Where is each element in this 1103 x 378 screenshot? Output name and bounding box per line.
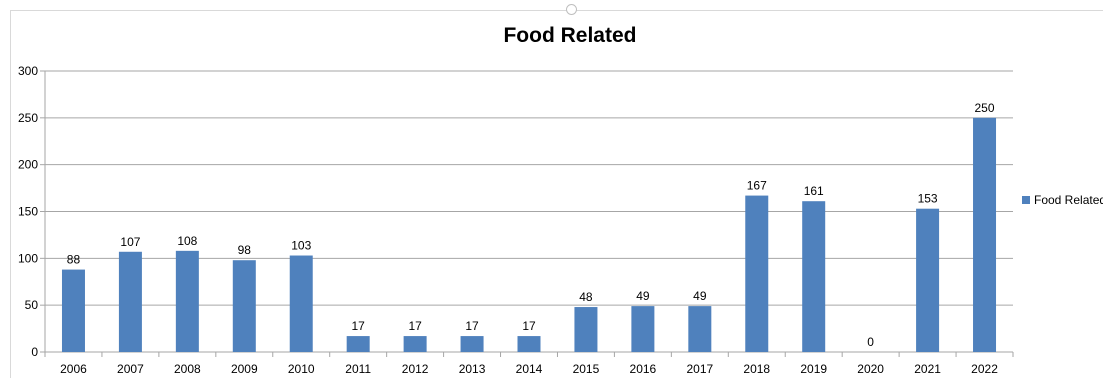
bar — [802, 201, 826, 352]
x-tick-label: 2021 — [914, 362, 941, 376]
x-tick-label: 2007 — [117, 362, 144, 376]
data-label: 250 — [975, 101, 995, 115]
data-label: 48 — [579, 290, 593, 304]
data-label: 17 — [351, 319, 365, 333]
bar — [403, 336, 427, 352]
x-tick-label: 2022 — [971, 362, 998, 376]
x-tick-label: 2009 — [231, 362, 258, 376]
data-label: 153 — [918, 192, 938, 206]
bar — [346, 336, 370, 352]
bar — [745, 195, 769, 352]
x-tick-label: 2006 — [60, 362, 87, 376]
x-tick-label: 2010 — [288, 362, 315, 376]
x-tick-label: 2018 — [743, 362, 770, 376]
bar — [916, 208, 940, 352]
y-tick-label: 250 — [18, 111, 38, 125]
legend-label: Food Related — [1034, 193, 1103, 207]
bar — [631, 306, 655, 352]
bar — [973, 117, 997, 352]
bar — [175, 250, 199, 352]
y-tick-label: 100 — [18, 251, 38, 265]
bar — [61, 269, 85, 352]
data-label: 161 — [804, 184, 824, 198]
data-label: 108 — [177, 234, 197, 248]
data-label: 17 — [522, 319, 536, 333]
x-tick-label: 2020 — [857, 362, 884, 376]
x-tick-label: 2015 — [573, 362, 600, 376]
x-tick-label: 2017 — [686, 362, 713, 376]
bar — [688, 306, 712, 352]
x-tick-label: 2014 — [516, 362, 543, 376]
x-tick-label: 2019 — [800, 362, 827, 376]
bar — [517, 336, 541, 352]
x-tick-label: 2011 — [345, 362, 371, 376]
bar — [460, 336, 484, 352]
data-label: 98 — [238, 243, 252, 257]
data-label: 88 — [67, 253, 81, 267]
legend: Food Related — [1022, 193, 1103, 207]
x-tick-label: 2013 — [459, 362, 486, 376]
data-label: 107 — [120, 235, 140, 249]
data-label: 17 — [408, 319, 422, 333]
y-tick-label: 300 — [18, 64, 38, 78]
data-label: 103 — [291, 239, 311, 253]
resize-handle-icon[interactable] — [566, 4, 577, 15]
x-tick-label: 2012 — [402, 362, 429, 376]
data-label: 49 — [636, 289, 650, 303]
data-label: 49 — [693, 289, 707, 303]
chart-title: Food Related — [503, 24, 637, 47]
bar — [118, 251, 142, 352]
y-tick-label: 50 — [25, 298, 39, 312]
bar — [574, 307, 598, 352]
y-tick-label: 0 — [31, 345, 38, 359]
y-tick-label: 150 — [18, 205, 38, 219]
y-tick-label: 200 — [18, 158, 38, 172]
data-label: 17 — [465, 319, 479, 333]
bar — [232, 260, 256, 352]
data-label: 167 — [747, 179, 767, 193]
data-label: 0 — [867, 335, 874, 349]
x-tick-label: 2008 — [174, 362, 201, 376]
legend-swatch — [1022, 196, 1030, 204]
x-tick-label: 2016 — [630, 362, 657, 376]
bar — [289, 255, 313, 352]
